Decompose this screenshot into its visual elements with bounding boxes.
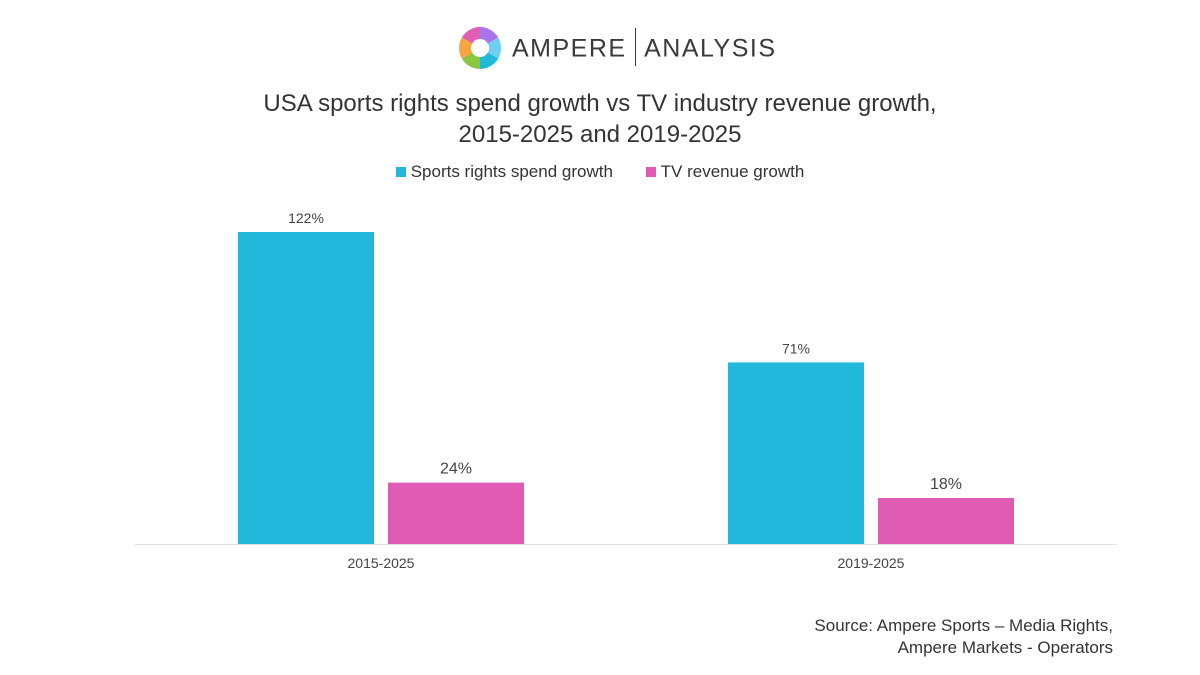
source-line-1: Source: Ampere Sports – Media Rights, <box>814 616 1113 635</box>
logo-brand-secondary: ANALYSIS <box>644 34 777 63</box>
legend-item-sports-rights: Sports rights spend growth <box>395 162 613 182</box>
legend-label-tv-revenue: TV revenue growth <box>660 162 805 181</box>
logo-ring-segment <box>461 51 481 69</box>
x-tick-label-2019-2025: 2019-2025 <box>838 555 905 571</box>
chart-title: USA sports rights spend growth vs TV ind… <box>0 88 1200 150</box>
bar-tv-revenue-2019-2025 <box>878 497 1014 544</box>
bar-sports-rights-2015-2025 <box>238 232 374 544</box>
bar-sports-rights-2019-2025 <box>728 362 864 544</box>
source-note: Source: Ampere Sports – Media Rights, Am… <box>814 615 1113 659</box>
logo-ring-segment <box>479 27 499 45</box>
legend-swatch-sports-rights <box>395 166 406 177</box>
data-label-tv-revenue-2015-2025: 24% <box>440 461 472 478</box>
source-line-2: Ampere Markets - Operators <box>897 638 1113 657</box>
bar-tv-revenue-2015-2025 <box>388 482 524 544</box>
x-tick-label-2015-2025: 2015-2025 <box>348 555 415 571</box>
chart-title-line-2: 2015-2025 and 2019-2025 <box>458 121 742 148</box>
logo-divider <box>634 28 637 66</box>
data-label-sports-rights-2019-2025: 71% <box>782 340 810 356</box>
data-label-tv-revenue-2019-2025: 18% <box>930 476 962 493</box>
ampere-analysis-logo: AMPERE ANALYSIS <box>458 24 775 70</box>
chart-title-line-1: USA sports rights spend growth vs TV ind… <box>263 90 937 117</box>
logo-wordmark: AMPERE ANALYSIS <box>512 28 777 69</box>
legend-label-sports-rights: Sports rights spend growth <box>410 162 613 181</box>
logo-ring-segment <box>479 51 499 69</box>
legend-item-tv-revenue: TV revenue growth <box>645 162 805 182</box>
ampere-ring-icon <box>459 27 501 69</box>
legend-swatch-tv-revenue <box>645 166 656 177</box>
logo-ring-segment <box>459 37 473 59</box>
logo-ring-segment <box>461 27 481 45</box>
logo-brand-primary: AMPERE <box>512 34 627 63</box>
data-label-sports-rights-2015-2025: 122% <box>288 210 324 226</box>
logo-ring-segment <box>487 37 501 59</box>
chart-legend: Sports rights spend growth TV revenue gr… <box>0 162 1200 182</box>
